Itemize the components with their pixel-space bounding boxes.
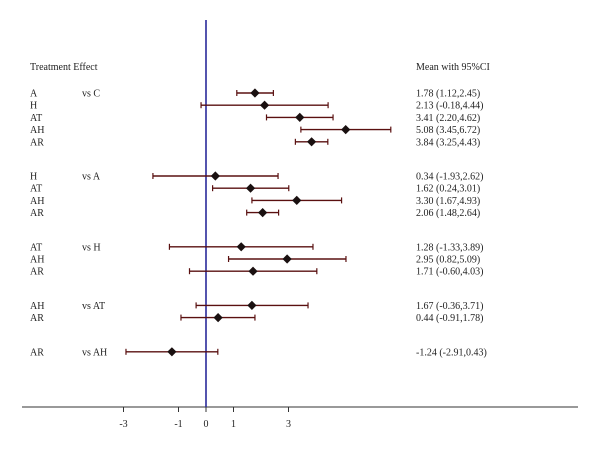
mean-point xyxy=(259,100,270,110)
mean-point xyxy=(247,300,257,310)
mean-ci-text: 0.44 (-0.91,1.78) xyxy=(416,313,484,324)
x-tick-label: 3 xyxy=(286,419,291,430)
mean-ci-text: 3.41 (2.20,4.62) xyxy=(416,113,480,124)
header-treatment-effect: Treatment Effect xyxy=(30,62,98,73)
mean-point xyxy=(307,137,317,147)
mean-ci-text: 3.30 (1.67,4.93) xyxy=(416,196,480,207)
row-label: H xyxy=(30,172,37,183)
row-label: AH xyxy=(30,255,44,266)
mean-ci-text: 0.34 (-1.93,2.62) xyxy=(416,172,484,183)
mean-ci-text: -1.24 (-2.91,0.43) xyxy=(416,347,487,358)
row-label: A xyxy=(30,89,38,100)
forest-row: AH vs AT 1.67 (-0.36,3.71) xyxy=(30,300,484,312)
forest-row: H 2.13 (-0.18,4.44) xyxy=(30,100,484,112)
mean-point xyxy=(292,195,302,205)
row-label: AT xyxy=(30,113,42,124)
mean-ci-text: 1.78 (1.12,2.45) xyxy=(416,89,480,100)
mean-ci-text: 2.95 (0.82,5.09) xyxy=(416,255,480,266)
comparison-label: vs AT xyxy=(82,301,105,312)
row-label: AH xyxy=(30,196,44,207)
forest-row: AT 1.62 (0.24,3.01) xyxy=(30,183,480,195)
mean-ci-text: 3.84 (3.25,4.43) xyxy=(416,137,480,148)
header-mean-ci: Mean with 95%CI xyxy=(416,62,490,73)
x-axis-ticks: -3 -1 0 1 3 xyxy=(119,407,291,430)
x-tick-label: -3 xyxy=(119,419,127,430)
forest-row: AR 0.44 (-0.91,1.78) xyxy=(30,313,484,324)
mean-ci-text: 1.28 (-1.33,3.89) xyxy=(416,242,484,253)
forest-row: AH 2.95 (0.82,5.09) xyxy=(30,254,480,266)
mean-point xyxy=(210,171,220,181)
forest-row: AT vs H 1.28 (-1.33,3.89) xyxy=(30,242,484,253)
forest-row: AH 3.30 (1.67,4.93) xyxy=(30,195,480,207)
comparison-label: vs AH xyxy=(82,347,107,358)
row-label: AR xyxy=(30,347,44,358)
comparison-label: vs C xyxy=(82,89,100,100)
x-tick-label: -1 xyxy=(174,419,182,430)
mean-point xyxy=(341,125,351,135)
row-label: AT xyxy=(30,242,42,253)
mean-point xyxy=(282,254,292,264)
mean-point xyxy=(167,347,177,357)
comparison-label: vs H xyxy=(82,242,101,253)
forest-row: AR 1.71 (-0.60,4.03) xyxy=(30,266,484,278)
comparison-label: vs A xyxy=(82,172,101,183)
forest-row: AH 5.08 (3.45,6.72) xyxy=(30,125,480,136)
row-label: H xyxy=(30,101,37,112)
row-label: AH xyxy=(30,301,44,312)
forest-row: AR 3.84 (3.25,4.43) xyxy=(30,137,480,148)
mean-point xyxy=(245,183,256,193)
mean-point xyxy=(248,266,258,276)
x-tick-label: 1 xyxy=(231,419,236,430)
x-tick-label: 0 xyxy=(204,419,209,430)
mean-point xyxy=(213,313,223,323)
mean-ci-text: 1.62 (0.24,3.01) xyxy=(416,184,480,195)
mean-ci-text: 1.71 (-0.60,4.03) xyxy=(416,267,484,278)
mean-point xyxy=(236,242,246,252)
row-label: AR xyxy=(30,137,44,148)
mean-point xyxy=(258,208,268,218)
forest-row: AR vs AH -1.24 (-2.91,0.43) xyxy=(30,347,487,358)
row-label: AR xyxy=(30,208,44,219)
row-label: AR xyxy=(30,313,44,324)
mean-ci-text: 1.67 (-0.36,3.71) xyxy=(416,301,484,312)
row-label: AR xyxy=(30,267,44,278)
mean-ci-text: 2.06 (1.48,2.64) xyxy=(416,208,480,219)
row-label: AT xyxy=(30,184,42,195)
mean-point xyxy=(295,112,305,122)
forest-row: AR 2.06 (1.48,2.64) xyxy=(30,208,480,219)
mean-ci-text: 5.08 (3.45,6.72) xyxy=(416,125,480,136)
forest-row: AT 3.41 (2.20,4.62) xyxy=(30,112,480,124)
row-label: AH xyxy=(30,125,44,136)
mean-ci-text: 2.13 (-0.18,4.44) xyxy=(416,101,484,112)
mean-point xyxy=(250,88,260,98)
